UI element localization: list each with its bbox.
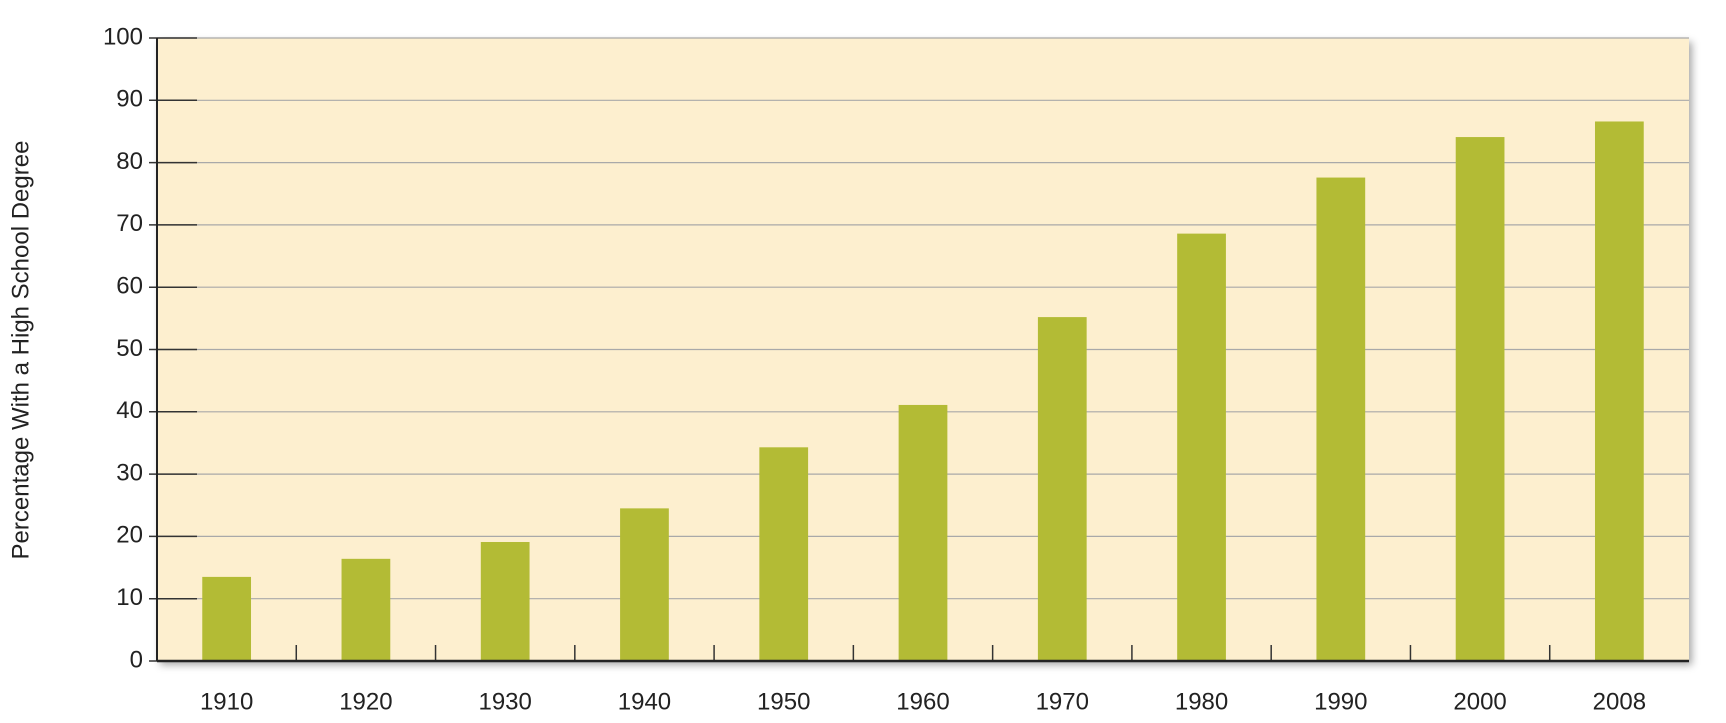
y-axis-label: Percentage With a High School Degree: [7, 141, 34, 560]
x-tick-label: 1930: [478, 688, 531, 715]
x-tick-label: 2000: [1453, 688, 1506, 715]
bar: [1177, 233, 1226, 661]
x-tick-label: 2008: [1593, 688, 1646, 715]
y-tick-label: 50: [116, 335, 143, 362]
bar: [1594, 121, 1644, 662]
y-tick-label: 60: [116, 273, 143, 300]
bar: [620, 508, 669, 661]
x-tick-label: 1980: [1175, 688, 1228, 715]
y-tick-label: 100: [103, 23, 143, 50]
bar: [341, 558, 391, 661]
bar: [759, 447, 809, 661]
bar: [1455, 137, 1505, 661]
y-tick-label: 70: [116, 210, 143, 237]
bar: [898, 404, 948, 661]
y-tick-label: 30: [116, 459, 143, 486]
y-tick-label: 0: [130, 646, 143, 673]
y-tick-label: 80: [116, 148, 143, 175]
x-tick-label: 1920: [339, 688, 392, 715]
y-tick-label: 40: [116, 397, 143, 424]
x-tick-label: 1970: [1036, 688, 1089, 715]
x-tick-label: 1960: [896, 688, 949, 715]
y-tick-label: 90: [116, 86, 143, 113]
y-tick-label: 10: [116, 584, 143, 611]
bar: [1037, 317, 1087, 661]
y-tick-label: 20: [116, 522, 143, 549]
bar: [480, 542, 530, 661]
x-tick-label: 1910: [200, 688, 253, 715]
x-tick-label: 1990: [1314, 688, 1367, 715]
bar: [1316, 177, 1366, 661]
x-tick-label: 1950: [757, 688, 810, 715]
bar: [202, 576, 252, 661]
x-tick-label: 1940: [618, 688, 671, 715]
